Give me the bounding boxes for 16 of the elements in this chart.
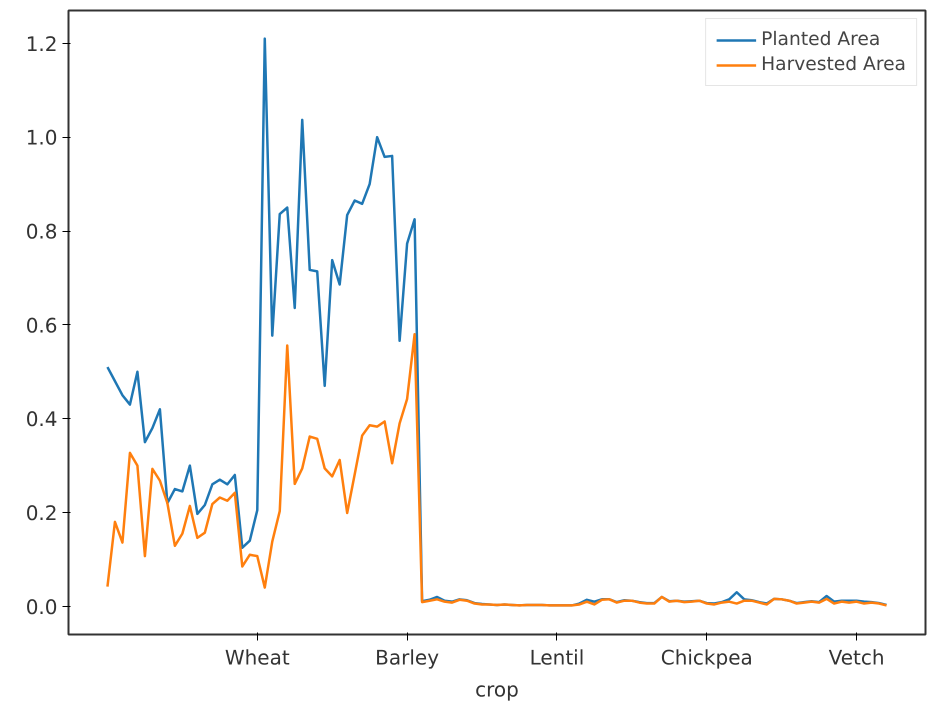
y-tick-label: 0.2 [26, 501, 58, 526]
x-tick-label: Wheat [224, 646, 290, 670]
line-series [106, 332, 888, 607]
x-tick-label: Lentil [530, 646, 584, 670]
legend-label: Planted Area [761, 29, 880, 50]
y-tick-label: 0.4 [26, 407, 58, 432]
y-tick-label: 1.0 [26, 126, 58, 150]
y-tick-label: 0.8 [26, 220, 58, 244]
y-tick-label: 0.0 [26, 594, 58, 619]
x-axis-title: crop [475, 678, 519, 702]
y-tick-label: 0.6 [26, 313, 58, 338]
x-tick-label: Chickpea [660, 646, 753, 670]
x-tick-label: Vetch [828, 646, 885, 670]
legend-label: Harvested Area [761, 54, 906, 75]
x-tick-label: Barley [375, 646, 440, 670]
y-tick-label: 1.2 [26, 32, 58, 56]
